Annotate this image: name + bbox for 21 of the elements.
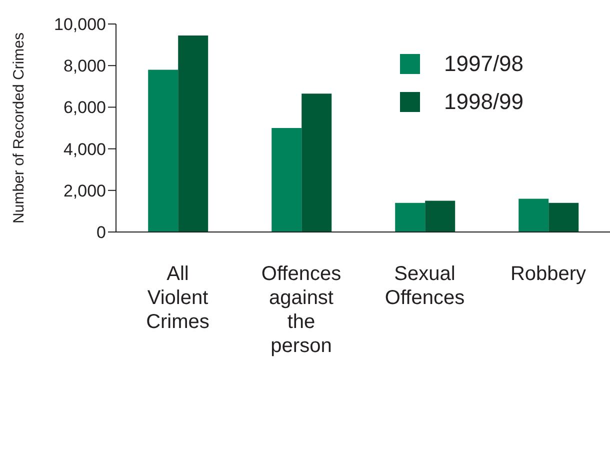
x-tick-label: Offences against the person: [261, 263, 342, 357]
bar: [548, 202, 579, 232]
x-tick-label: All Violent Crimes: [146, 263, 210, 333]
x-tick-label: Sexual Offences: [384, 263, 465, 309]
bar: [178, 35, 208, 232]
x-tick-label: Robbery: [510, 263, 586, 285]
y-axis-title: Number of Recorded Crimes: [10, 32, 28, 224]
bar: [272, 128, 302, 232]
bar: [518, 198, 549, 232]
y-tick-label: 10,000: [54, 15, 106, 34]
y-tick-label: 0: [96, 223, 106, 242]
y-tick-label: 6,000: [63, 98, 106, 118]
y-tick-label: 4,000: [63, 140, 106, 159]
legend-label: 1998/99: [444, 89, 524, 115]
bar: [425, 200, 456, 232]
legend-label: 1997/98: [444, 51, 524, 77]
y-tick-label: 2,000: [63, 181, 106, 200]
bar: [148, 70, 178, 232]
bar: [302, 94, 332, 232]
y-tick-label: 8,000: [63, 56, 106, 76]
bar: [395, 202, 426, 232]
